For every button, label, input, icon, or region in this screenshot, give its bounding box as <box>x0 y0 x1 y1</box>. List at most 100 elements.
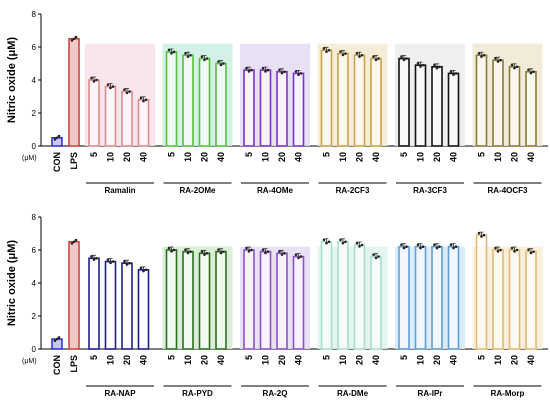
data-point <box>297 73 300 77</box>
concentration-label: 40 <box>216 355 226 365</box>
bar-ra-morp-20 <box>508 249 521 350</box>
bar-ra-2cf3-10 <box>337 52 349 147</box>
data-point <box>513 66 516 70</box>
bar-ra-4ocf3-40 <box>525 70 537 147</box>
data-point <box>405 57 408 60</box>
bar-ra-2cf3-40 <box>370 57 382 147</box>
bar-ramalin-40 <box>137 99 150 147</box>
data-point <box>482 233 486 237</box>
concentration-label: 10 <box>261 355 271 365</box>
y-tick-label: 0 <box>32 345 37 354</box>
data-point <box>74 238 78 242</box>
data-point <box>477 231 481 235</box>
data-point <box>167 48 171 52</box>
concentration-label: 20 <box>355 152 365 162</box>
data-point <box>527 68 530 72</box>
data-point <box>400 55 403 58</box>
data-point <box>55 337 59 341</box>
concentration-label: 20 <box>277 152 287 162</box>
data-point <box>217 248 220 251</box>
concentration-label: 40 <box>449 152 459 162</box>
data-point <box>374 58 378 62</box>
concentration-label: 5 <box>167 355 177 360</box>
data-point <box>200 55 204 58</box>
data-point <box>111 260 115 263</box>
group-ra-ipr: 5 10 20 40 RA-IPr <box>395 243 465 398</box>
data-point <box>95 78 98 82</box>
data-point <box>261 66 265 70</box>
bar-ra-ipr-40 <box>447 245 460 350</box>
bar-ramalin-10 <box>104 85 117 147</box>
data-point <box>480 235 483 238</box>
bar-ra-2q-10 <box>259 250 272 350</box>
data-point <box>280 71 284 75</box>
concentration-label: 5 <box>322 355 332 360</box>
concentration-label: 20 <box>432 152 442 162</box>
bar-ra-4ocf3-5 <box>475 54 488 147</box>
data-point <box>360 243 364 247</box>
concentration-label: 10 <box>183 355 193 365</box>
data-point <box>438 245 441 248</box>
concentration-label: 10 <box>338 355 348 365</box>
data-point <box>494 246 497 250</box>
data-point <box>245 66 248 70</box>
data-point <box>57 336 61 339</box>
data-point <box>454 72 458 75</box>
bar-ra-2ome-40 <box>215 62 227 147</box>
data-point <box>515 248 519 252</box>
group-label: RA-IPr <box>418 389 443 398</box>
y-axis-label: Nitric oxide (μM) <box>6 240 18 327</box>
data-point <box>90 76 93 80</box>
data-point <box>205 57 209 60</box>
data-point <box>142 99 145 103</box>
bar-ra-4ocf3-10 <box>492 59 504 147</box>
bar-ra-dme-20 <box>353 244 366 350</box>
bar-ra-dme-5 <box>320 240 333 350</box>
bar-lps <box>68 241 80 350</box>
data-point <box>144 268 148 272</box>
data-point <box>421 245 425 248</box>
data-point <box>264 70 267 73</box>
bar-ra-4ocf3-20 <box>508 66 521 147</box>
data-point <box>172 50 176 54</box>
data-point <box>327 240 331 244</box>
concentration-label: 20 <box>510 152 520 162</box>
data-point <box>72 240 76 244</box>
data-point <box>529 71 533 75</box>
group-ra-4ome: 5 10 20 40 RA-4OMe <box>240 43 310 195</box>
bar-ra-2q-5 <box>243 249 255 350</box>
data-point <box>92 258 96 261</box>
y-tick-label: 2 <box>32 109 37 118</box>
data-point <box>499 58 502 62</box>
y-tick-label: 8 <box>32 213 37 222</box>
data-point <box>111 85 115 88</box>
bar-con <box>51 338 63 350</box>
bar-ra-nap-5 <box>88 257 100 350</box>
data-point <box>454 245 458 248</box>
data-point <box>90 254 93 258</box>
data-point <box>219 63 223 67</box>
concentration-label: 10 <box>106 355 116 365</box>
data-point <box>222 62 225 65</box>
data-point <box>360 53 364 57</box>
data-point <box>433 243 436 247</box>
data-point <box>266 250 270 253</box>
concentration-label: 5 <box>244 152 254 157</box>
group-ra-dme: 5 10 20 40 RA-DMe <box>317 238 388 398</box>
bar-ra-4ome-10 <box>259 69 272 147</box>
data-point <box>372 253 375 256</box>
data-point <box>421 63 425 67</box>
group-ra-2q: 5 10 20 40 RA-2Q <box>240 246 310 398</box>
data-point <box>139 266 143 270</box>
data-point <box>186 55 190 58</box>
data-point <box>109 261 112 265</box>
concentration-label: 40 <box>139 355 149 365</box>
y-axis-label: Nitric oxide (μM) <box>6 37 18 124</box>
group-label: RA-DMe <box>337 389 369 398</box>
group-label: RA-Morp <box>491 389 525 398</box>
data-point <box>325 50 328 53</box>
data-point <box>419 65 422 68</box>
data-point <box>325 241 328 245</box>
bar-ra-pyd-40 <box>215 250 227 350</box>
